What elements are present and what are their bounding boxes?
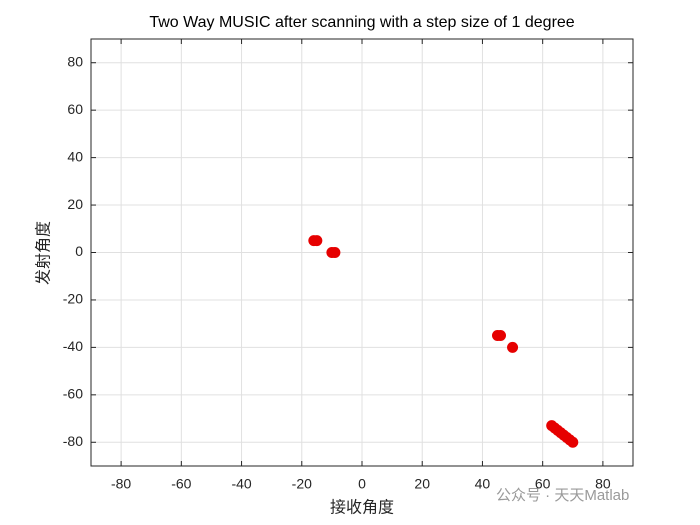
y-tick-label: 40 (67, 148, 83, 164)
x-tick-label: -80 (111, 476, 131, 492)
point (329, 247, 341, 258)
y-tick-label: 80 (67, 53, 83, 69)
point (507, 341, 519, 353)
x-tick-label: 40 (475, 476, 491, 492)
y-tick-label: -80 (63, 433, 83, 449)
x-tick-label: 20 (414, 476, 430, 492)
y-tick-label: 60 (67, 101, 83, 117)
x-tick-label: -40 (231, 476, 251, 492)
point (567, 436, 579, 448)
y-tick-label: -20 (63, 291, 83, 307)
y-axis-label: 发射角度 (34, 221, 53, 285)
x-axis-label: 接收角度 (330, 498, 394, 517)
y-tick-label: -60 (63, 386, 83, 402)
x-tick-label: 80 (595, 476, 611, 492)
chart-title: Two Way MUSIC after scanning with a step… (149, 14, 574, 31)
x-tick-label: -20 (292, 476, 312, 492)
y-tick-label: 0 (75, 243, 83, 259)
watermark: 公众号 · 天天Matlab (496, 487, 629, 504)
x-tick-label: 0 (358, 476, 366, 492)
axes-box (90, 38, 634, 467)
x-tick-label: -60 (171, 476, 191, 492)
y-tick-label: 20 (67, 196, 83, 212)
y-tick-label: -40 (63, 338, 83, 354)
point (495, 330, 507, 342)
x-tick-label: 60 (535, 476, 551, 492)
point (311, 235, 323, 247)
